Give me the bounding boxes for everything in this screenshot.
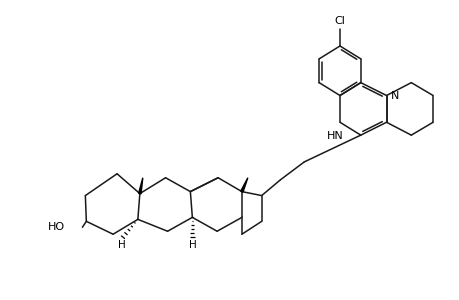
Text: HO: HO <box>47 222 64 232</box>
Text: H: H <box>118 240 126 250</box>
Text: N: N <box>390 91 398 100</box>
Text: H: H <box>189 240 197 250</box>
Text: HN: HN <box>326 131 343 141</box>
Text: Cl: Cl <box>334 16 345 26</box>
Polygon shape <box>138 178 142 194</box>
Polygon shape <box>240 178 247 192</box>
